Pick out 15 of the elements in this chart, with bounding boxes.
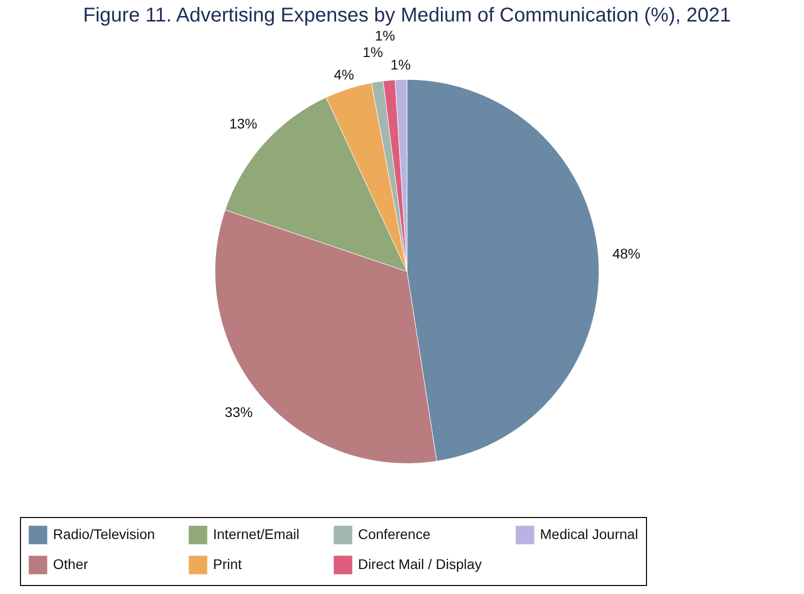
legend-label: Medical Journal [540,526,638,542]
chart-title: Figure 11. Advertising Expenses by Medium of Communication (%), 2021 [83,4,731,27]
legend-label: Internet/Email [213,526,300,542]
legend-label: Direct Mail / Display [358,556,482,572]
data-label: 1% [374,28,396,44]
legend-label: Radio/Television [53,526,155,542]
data-label: 1% [390,56,411,73]
legend-label: Print [213,556,242,572]
data-label: 13% [229,116,258,132]
legend-label: Other [53,556,88,572]
data-label: 4% [334,66,354,82]
data-label: 48% [612,245,640,262]
legend-label: Conference [358,526,431,542]
data-label: 1% [362,44,383,60]
data-label: 33% [224,404,253,420]
